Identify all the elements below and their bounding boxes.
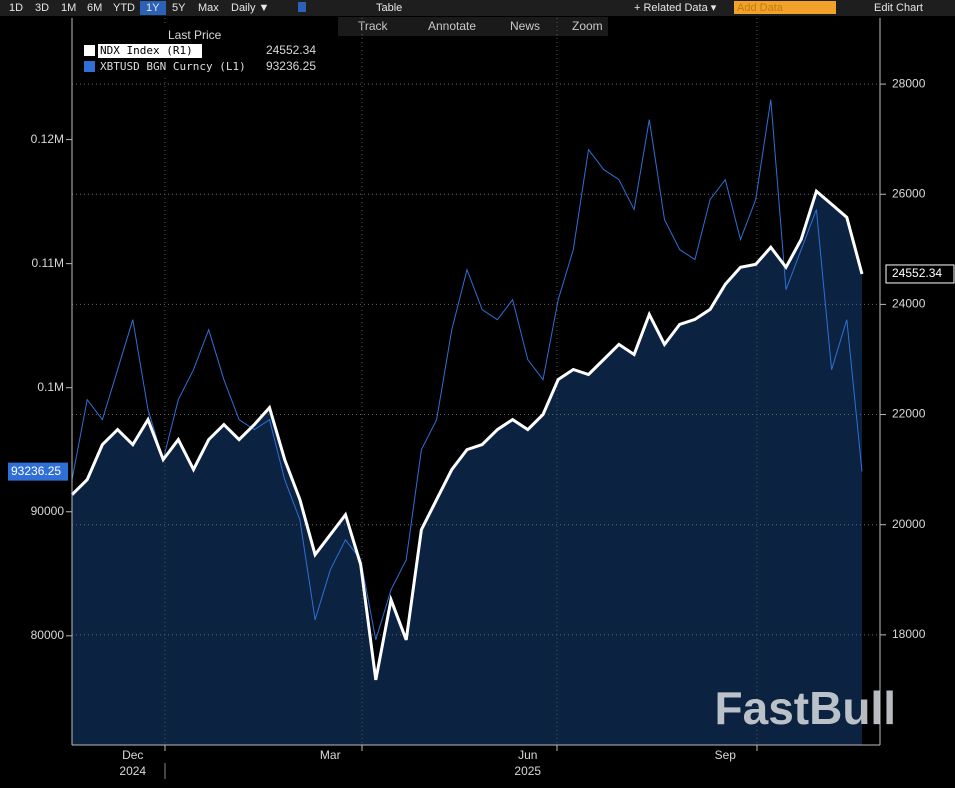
x-tick-label: Sep (715, 748, 737, 762)
range-button[interactable]: 1M (61, 2, 76, 14)
legend-swatch (84, 45, 95, 56)
edit-chart-button[interactable]: Edit Chart (874, 2, 923, 14)
toolbar-buttons: 1D 3D 1M 6M YTD 1Y 5Y Max Daily ▼ (9, 1, 269, 15)
y-tick-label: 0.11M (32, 256, 64, 270)
last-price-label: 24552.34 (892, 266, 942, 280)
legend-value: 93236.25 (266, 59, 316, 73)
y2-tick-label: 28000 (892, 76, 926, 90)
line (70, 188, 864, 681)
tool-bar (338, 17, 608, 36)
y2-tick-label: 18000 (892, 627, 926, 641)
last-price-badge (8, 462, 68, 481)
add-data-input[interactable] (734, 1, 836, 14)
area (72, 191, 862, 745)
plot: 80000 90000 0.1M 0.11M 0.12M 18000 20000 22000 2… (8, 18, 955, 779)
add-data-placeholder: Add Data (737, 2, 784, 14)
x-tick-label: Mar (320, 748, 341, 762)
tool-button[interactable]: Zoom (572, 19, 603, 33)
range-button[interactable]: 6M (87, 2, 102, 14)
y-tick-label: 80000 (31, 628, 65, 642)
range-button[interactable]: 1Y (146, 2, 160, 14)
last-price-label: 93236.25 (11, 464, 61, 478)
toolbar (0, 0, 955, 16)
line (71, 99, 863, 640)
range-button[interactable]: Max (198, 2, 219, 14)
tool-button[interactable]: Annotate (428, 19, 476, 33)
frequency-button[interactable]: Daily ▼ (231, 2, 269, 14)
legend-name: NDX Index (R1) (100, 44, 193, 57)
watermark: FastBull (715, 682, 896, 734)
legend-swatch (84, 61, 95, 72)
legend-name-bg (98, 44, 202, 58)
legend-name: XBTUSD BGN Curncy (L1) (100, 60, 246, 73)
last-price-badge (885, 264, 955, 284)
tools: Track Annotate News Zoom (358, 19, 603, 33)
table-button[interactable]: Table (376, 2, 402, 14)
range-active (140, 1, 166, 15)
y-tick-label: 0.1M (37, 380, 64, 394)
y2-tick-label: 24000 (892, 297, 926, 311)
related-data-button[interactable]: + Related Data ▾ (634, 2, 717, 14)
y2-tick-label: 22000 (892, 407, 926, 421)
range-button[interactable]: YTD (113, 2, 135, 14)
x-tick-label: Dec (122, 748, 143, 762)
tool-button[interactable]: News (510, 19, 540, 33)
tool-button[interactable]: Track (358, 19, 389, 33)
year-label: 2024 (119, 764, 146, 778)
y-tick-label: 90000 (31, 504, 65, 518)
y-tick-label: 0.12M (31, 132, 64, 146)
y2-tick-label: 26000 (892, 186, 926, 200)
chart-icon[interactable] (298, 2, 306, 12)
year-label: 2025 (514, 764, 541, 778)
legend: NDX Index (R1) 24552.34 XBTUSD BGN Curncy … (84, 43, 316, 73)
legend-value: 24552.34 (266, 43, 316, 57)
legend-title: Last Price (168, 28, 222, 42)
range-button[interactable]: 3D (35, 2, 49, 14)
range-button[interactable]: 1D (9, 2, 23, 14)
range-button[interactable]: 5Y (172, 2, 186, 14)
y2-tick-label: 20000 (892, 517, 926, 531)
x-tick-label: Jun (518, 748, 537, 762)
